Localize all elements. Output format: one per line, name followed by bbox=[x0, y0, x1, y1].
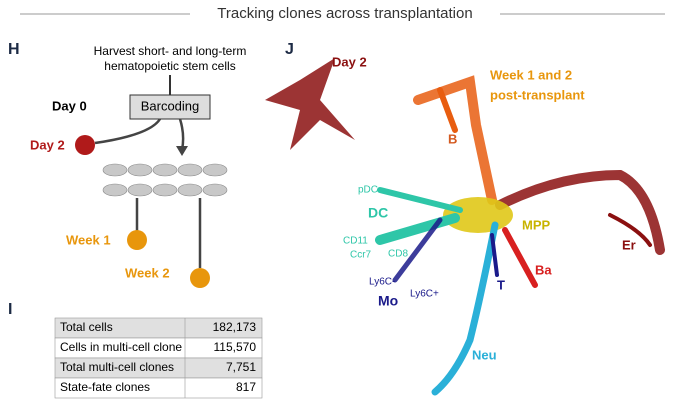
table-cell: Total multi-cell clones bbox=[60, 360, 174, 374]
cluster-label: Ly6C+ bbox=[410, 289, 439, 300]
table-cell: 7,751 bbox=[226, 360, 256, 374]
panel-label: H bbox=[8, 41, 20, 58]
arrow bbox=[94, 118, 162, 145]
cluster-label: Ba bbox=[535, 262, 552, 277]
cluster-label: B bbox=[448, 131, 457, 146]
arrowhead bbox=[176, 146, 188, 156]
cluster-label: T bbox=[497, 277, 505, 292]
cluster-label: Mo bbox=[378, 293, 398, 309]
cluster-label: Ly6C- bbox=[369, 277, 395, 288]
cluster-label: Neu bbox=[472, 347, 497, 362]
figure-title: Tracking clones across transplantation bbox=[217, 5, 472, 22]
step-text: Day 0 bbox=[52, 98, 87, 113]
timepoint-label: Week 2 bbox=[125, 265, 170, 280]
panel-label: J bbox=[285, 41, 294, 58]
table: Total cells 182,173 Cells in multi-cell cl… bbox=[54, 317, 263, 399]
mice bbox=[102, 163, 228, 197]
panel-label: I bbox=[8, 301, 12, 318]
arrow bbox=[178, 118, 185, 151]
table-cell: 817 bbox=[236, 380, 256, 394]
cluster-label: MPP bbox=[522, 217, 551, 232]
timepoint-label: Day 2 bbox=[30, 137, 65, 152]
table-cell: 182,173 bbox=[213, 320, 257, 334]
table-cell: 115,570 bbox=[214, 340, 257, 354]
cluster-label: Er bbox=[622, 237, 636, 252]
cluster-label: Week 1 and 2 bbox=[490, 67, 572, 82]
cluster-label: Ccr7 bbox=[350, 250, 372, 261]
cluster-label: post-transplant bbox=[490, 87, 585, 102]
table-cell: Total cells bbox=[60, 320, 113, 334]
step-text: hematopoietic stem cells bbox=[104, 59, 235, 73]
timepoint-dot bbox=[75, 135, 95, 155]
timepoint-label: Week 1 bbox=[66, 232, 111, 247]
step-text: Barcoding bbox=[141, 98, 200, 113]
cluster-label: pDC bbox=[358, 185, 378, 196]
timepoint-dot bbox=[127, 230, 147, 250]
table-cell: State-fate clones bbox=[60, 380, 150, 394]
step-text: Harvest short- and long-term bbox=[94, 44, 247, 58]
timepoint-dot bbox=[190, 268, 210, 288]
cluster-label: Day 2 bbox=[332, 54, 367, 69]
table-row bbox=[54, 377, 263, 399]
table-cell: Cells in multi-cell clone bbox=[60, 340, 182, 354]
cluster-label: CD8 bbox=[388, 249, 408, 260]
cluster-label: CD11 bbox=[343, 236, 368, 247]
cluster-label: DC bbox=[368, 205, 388, 221]
step-box bbox=[129, 94, 211, 120]
embedding bbox=[265, 58, 665, 396]
